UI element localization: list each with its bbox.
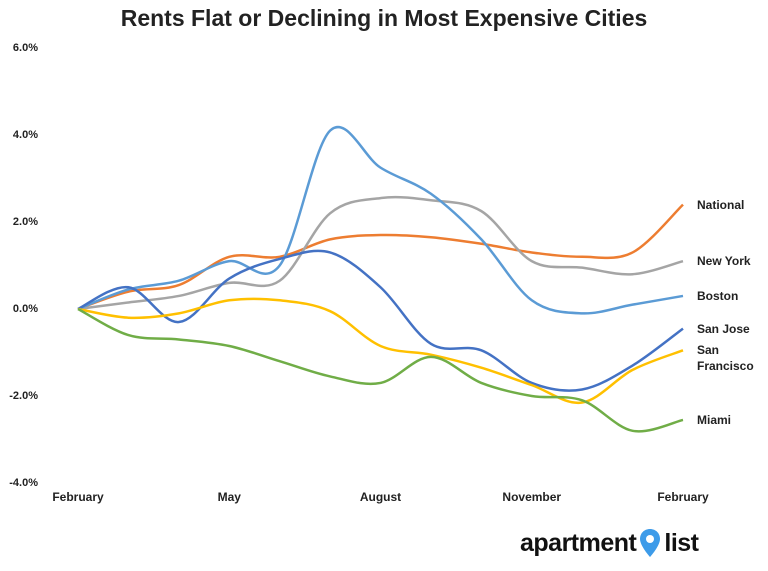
- series-line: [77, 125, 684, 315]
- x-tick-label: February: [657, 490, 709, 504]
- logo-pin: [640, 529, 661, 557]
- y-tick-label: -2.0%: [9, 390, 38, 402]
- y-tick-label: 0.0%: [13, 303, 38, 315]
- x-tick-label: November: [502, 490, 561, 504]
- legend-label: Miami: [697, 412, 732, 427]
- series-line: [77, 195, 684, 311]
- x-tick-label: August: [360, 490, 401, 504]
- x-tick-label: May: [218, 490, 242, 504]
- series-line: [77, 307, 684, 433]
- logo-text: list: [664, 528, 699, 557]
- x-tick-label: February: [52, 490, 104, 504]
- legend-label: National: [697, 197, 745, 212]
- y-tick-label: 2.0%: [13, 216, 38, 228]
- logo: apartment list: [520, 528, 699, 558]
- series-line: [77, 297, 684, 404]
- y-tick-label: -4.0%: [9, 477, 38, 489]
- legend-label: New York: [697, 254, 751, 269]
- chart-title: Rents Flat or Declining in Most Expensiv…: [121, 5, 648, 31]
- legend-label: San Jose: [697, 321, 750, 336]
- y-tick-label: 4.0%: [13, 129, 38, 141]
- logo-text: apartment: [520, 528, 637, 557]
- legend-label: Boston: [697, 288, 739, 303]
- series-line: [77, 249, 684, 392]
- series-line: [77, 203, 684, 311]
- y-tick-label: 6.0%: [13, 42, 38, 54]
- legend-label: San Francisco: [697, 343, 754, 374]
